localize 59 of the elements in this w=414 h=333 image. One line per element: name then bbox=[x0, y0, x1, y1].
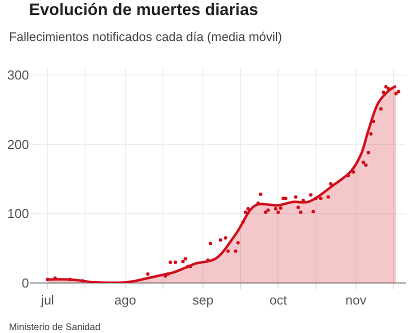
point bbox=[274, 207, 278, 211]
point bbox=[218, 238, 222, 242]
chart-subtitle: Fallecimientos notificados cada día (media móvil) bbox=[9, 30, 282, 44]
x-tick-label: jul bbox=[40, 292, 54, 308]
point bbox=[294, 195, 298, 199]
chart-title: Evolución de muertes diarias bbox=[28, 0, 258, 19]
x-tick-label: oct bbox=[269, 292, 288, 308]
y-tick-label: 200 bbox=[7, 136, 29, 152]
point bbox=[208, 242, 212, 246]
point bbox=[46, 278, 50, 282]
point bbox=[352, 170, 356, 174]
point bbox=[312, 210, 315, 214]
point bbox=[369, 132, 373, 136]
x-tick-label: sep bbox=[192, 292, 214, 308]
point bbox=[284, 196, 288, 200]
point bbox=[326, 195, 330, 199]
point bbox=[146, 272, 150, 276]
point bbox=[396, 90, 400, 94]
point bbox=[181, 260, 185, 264]
point bbox=[364, 163, 368, 167]
x-tick-label: nov bbox=[345, 292, 367, 308]
point bbox=[379, 107, 383, 111]
point bbox=[362, 160, 366, 164]
y-tick-label: 300 bbox=[7, 67, 29, 82]
point bbox=[296, 206, 300, 210]
point bbox=[386, 87, 390, 91]
point bbox=[184, 256, 188, 260]
point bbox=[309, 193, 312, 197]
point bbox=[314, 196, 318, 200]
point bbox=[394, 92, 398, 96]
point bbox=[226, 249, 230, 253]
point bbox=[278, 206, 282, 210]
point bbox=[166, 272, 170, 276]
point bbox=[246, 207, 250, 211]
point bbox=[384, 84, 388, 88]
point bbox=[241, 220, 245, 224]
point bbox=[264, 210, 268, 214]
point bbox=[266, 208, 270, 212]
text: Ministerio de Sanidad bbox=[9, 322, 100, 333]
point bbox=[372, 120, 376, 124]
point bbox=[234, 249, 238, 253]
point bbox=[168, 260, 172, 264]
point bbox=[382, 90, 386, 94]
y-tick-label: 100 bbox=[7, 206, 29, 222]
point bbox=[258, 192, 262, 196]
point bbox=[244, 210, 248, 214]
point bbox=[80, 279, 84, 283]
point bbox=[276, 210, 280, 214]
y-tick-label: 0 bbox=[22, 276, 29, 291]
point bbox=[329, 182, 333, 186]
point bbox=[346, 174, 350, 178]
point bbox=[319, 196, 323, 200]
x-tick-label: ago bbox=[114, 292, 136, 308]
point bbox=[68, 278, 72, 282]
point bbox=[174, 260, 178, 264]
point bbox=[224, 236, 228, 240]
point bbox=[366, 150, 370, 154]
point bbox=[236, 241, 240, 245]
point bbox=[298, 210, 302, 214]
